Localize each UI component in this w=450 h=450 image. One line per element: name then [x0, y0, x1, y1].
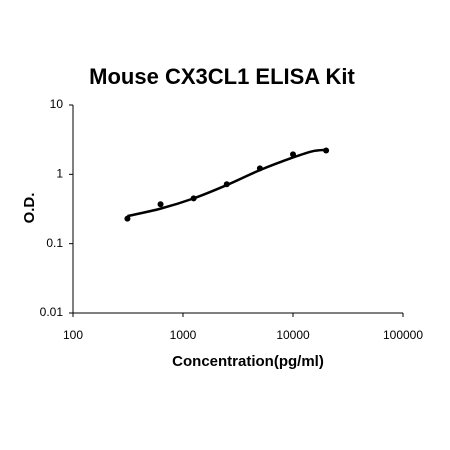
- x-tick-label: 10000: [276, 328, 310, 342]
- x-axis-title: Concentration(pg/ml): [172, 353, 324, 370]
- fit-curve: [127, 148, 327, 218]
- data-point: [323, 147, 330, 154]
- data-point: [223, 181, 230, 188]
- y-tick-label: 0.1: [46, 236, 63, 250]
- data-point: [290, 151, 296, 158]
- y-tick-label: 0.01: [40, 305, 64, 319]
- data-point: [190, 195, 197, 202]
- data-point: [124, 215, 131, 222]
- data-point: [256, 165, 263, 172]
- y-tick-label: 10: [50, 97, 64, 111]
- data-point: [157, 201, 164, 208]
- y-tick-label: 1: [56, 167, 63, 181]
- x-tick-label: 1000: [170, 328, 197, 342]
- x-tick-label: 100: [63, 328, 83, 342]
- x-tick-label: 100000: [383, 328, 423, 342]
- chart-title: Mouse CX3CL1 ELISA Kit: [89, 64, 355, 89]
- y-axis-title: O.D.: [21, 193, 38, 224]
